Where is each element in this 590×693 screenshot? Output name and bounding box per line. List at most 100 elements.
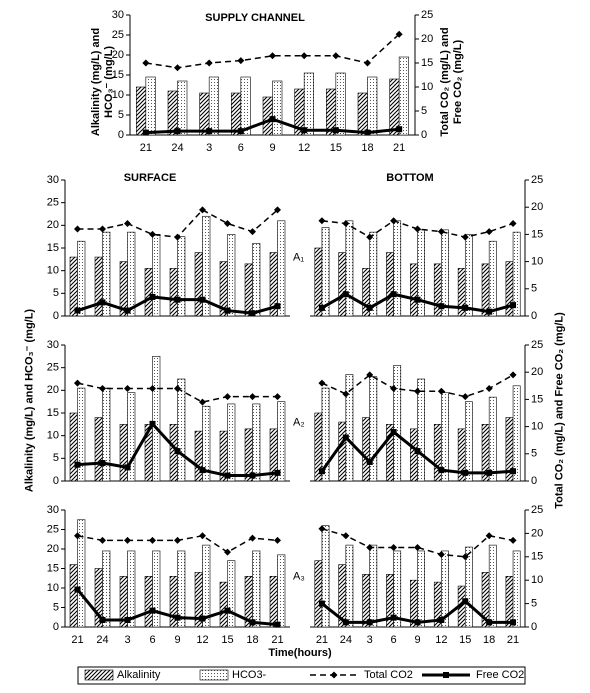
bar (69, 256, 78, 317)
marker (366, 619, 373, 626)
x-tick-label: 3 (124, 634, 130, 646)
bar (244, 263, 253, 317)
marker (249, 228, 256, 236)
y-tick-label: 5 (118, 109, 124, 121)
marker (509, 371, 517, 379)
marker (149, 385, 156, 393)
bar (369, 231, 378, 317)
marker (174, 128, 181, 135)
marker (332, 127, 339, 134)
marker (438, 303, 445, 310)
y2-tick-label: 0 (531, 621, 537, 633)
marker (461, 553, 469, 561)
bar (94, 417, 103, 482)
x-tick-label: 6 (238, 142, 244, 154)
y-tick-label: 15 (47, 407, 59, 419)
bar (417, 378, 425, 482)
y2-tick-label: 0 (421, 129, 427, 141)
bar (345, 220, 354, 317)
marker (237, 128, 244, 135)
marker (224, 548, 231, 556)
bar (169, 268, 178, 317)
marker (199, 532, 206, 540)
y2-tick-label: 25 (531, 504, 543, 516)
marker (318, 379, 326, 387)
marker (342, 619, 349, 626)
marker (199, 206, 206, 214)
marker (438, 616, 445, 623)
marker (318, 468, 325, 475)
bar (227, 560, 236, 628)
bar (321, 525, 330, 628)
marker (274, 206, 281, 214)
bar (252, 403, 261, 482)
bar (194, 252, 203, 317)
marker (99, 385, 106, 393)
y-tick-label: 10 (47, 430, 59, 442)
y2-tick-label: 25 (531, 339, 543, 351)
bar (362, 417, 371, 482)
y-axis-label: Alkalinity (mg/L) and HCO₃⁻ (mg/L) (90, 27, 115, 137)
y2-tick-label: 15 (531, 393, 543, 405)
bar (481, 263, 490, 317)
panel-title: SUPPLY CHANNEL (205, 12, 305, 24)
bar (252, 550, 261, 628)
x-tick-label: 3 (206, 142, 212, 154)
marker (485, 532, 493, 540)
y-tick-label: 10 (47, 582, 59, 594)
x-tick-label: 21 (71, 634, 83, 646)
marker (366, 371, 374, 379)
bar (144, 268, 153, 317)
marker (395, 30, 403, 38)
bar (367, 76, 378, 136)
bar (69, 564, 78, 628)
marker (414, 619, 421, 626)
marker (124, 220, 131, 228)
marker (274, 469, 281, 476)
legend-label: Alkalinity (117, 669, 161, 681)
marker (366, 543, 374, 551)
marker (274, 303, 281, 310)
bar (441, 392, 449, 482)
y-tick-label: 15 (47, 242, 59, 254)
x-tick-label: 21 (140, 142, 152, 154)
bar (202, 405, 211, 482)
y-tick-label: 30 (47, 504, 59, 516)
marker (390, 217, 398, 225)
marker (342, 291, 349, 298)
marker (249, 534, 256, 542)
marker (342, 532, 350, 540)
y2-tick-label: 15 (531, 551, 543, 563)
marker (486, 469, 493, 476)
y-tick-label: 0 (53, 475, 59, 487)
marker (390, 614, 397, 621)
bar (208, 76, 219, 136)
marker (99, 299, 106, 306)
marker (99, 616, 106, 623)
bar (262, 96, 273, 136)
bar (127, 550, 136, 628)
y2-tick-label: 5 (531, 283, 537, 295)
bar (314, 560, 323, 628)
y-tick-label: 5 (53, 601, 59, 613)
marker (124, 464, 131, 471)
bar (464, 546, 473, 628)
marker (486, 308, 493, 315)
bar (194, 430, 203, 482)
bar (277, 554, 286, 628)
y2-tick-label: 15 (531, 228, 543, 240)
legend-swatch (199, 669, 229, 681)
x-tick-label: 15 (221, 634, 233, 646)
panel-title: SURFACE (124, 172, 177, 184)
y2-tick-label: 5 (421, 105, 427, 117)
bar (240, 76, 251, 136)
bar (145, 76, 156, 136)
marker (205, 59, 213, 67)
bar (102, 231, 111, 317)
bar (410, 428, 418, 482)
bar (410, 263, 418, 317)
marker (486, 619, 493, 626)
marker (142, 129, 149, 136)
y2-axis-label: Total CO₂ (mg/L) and Free CO₂ (mg/L) (553, 312, 566, 509)
